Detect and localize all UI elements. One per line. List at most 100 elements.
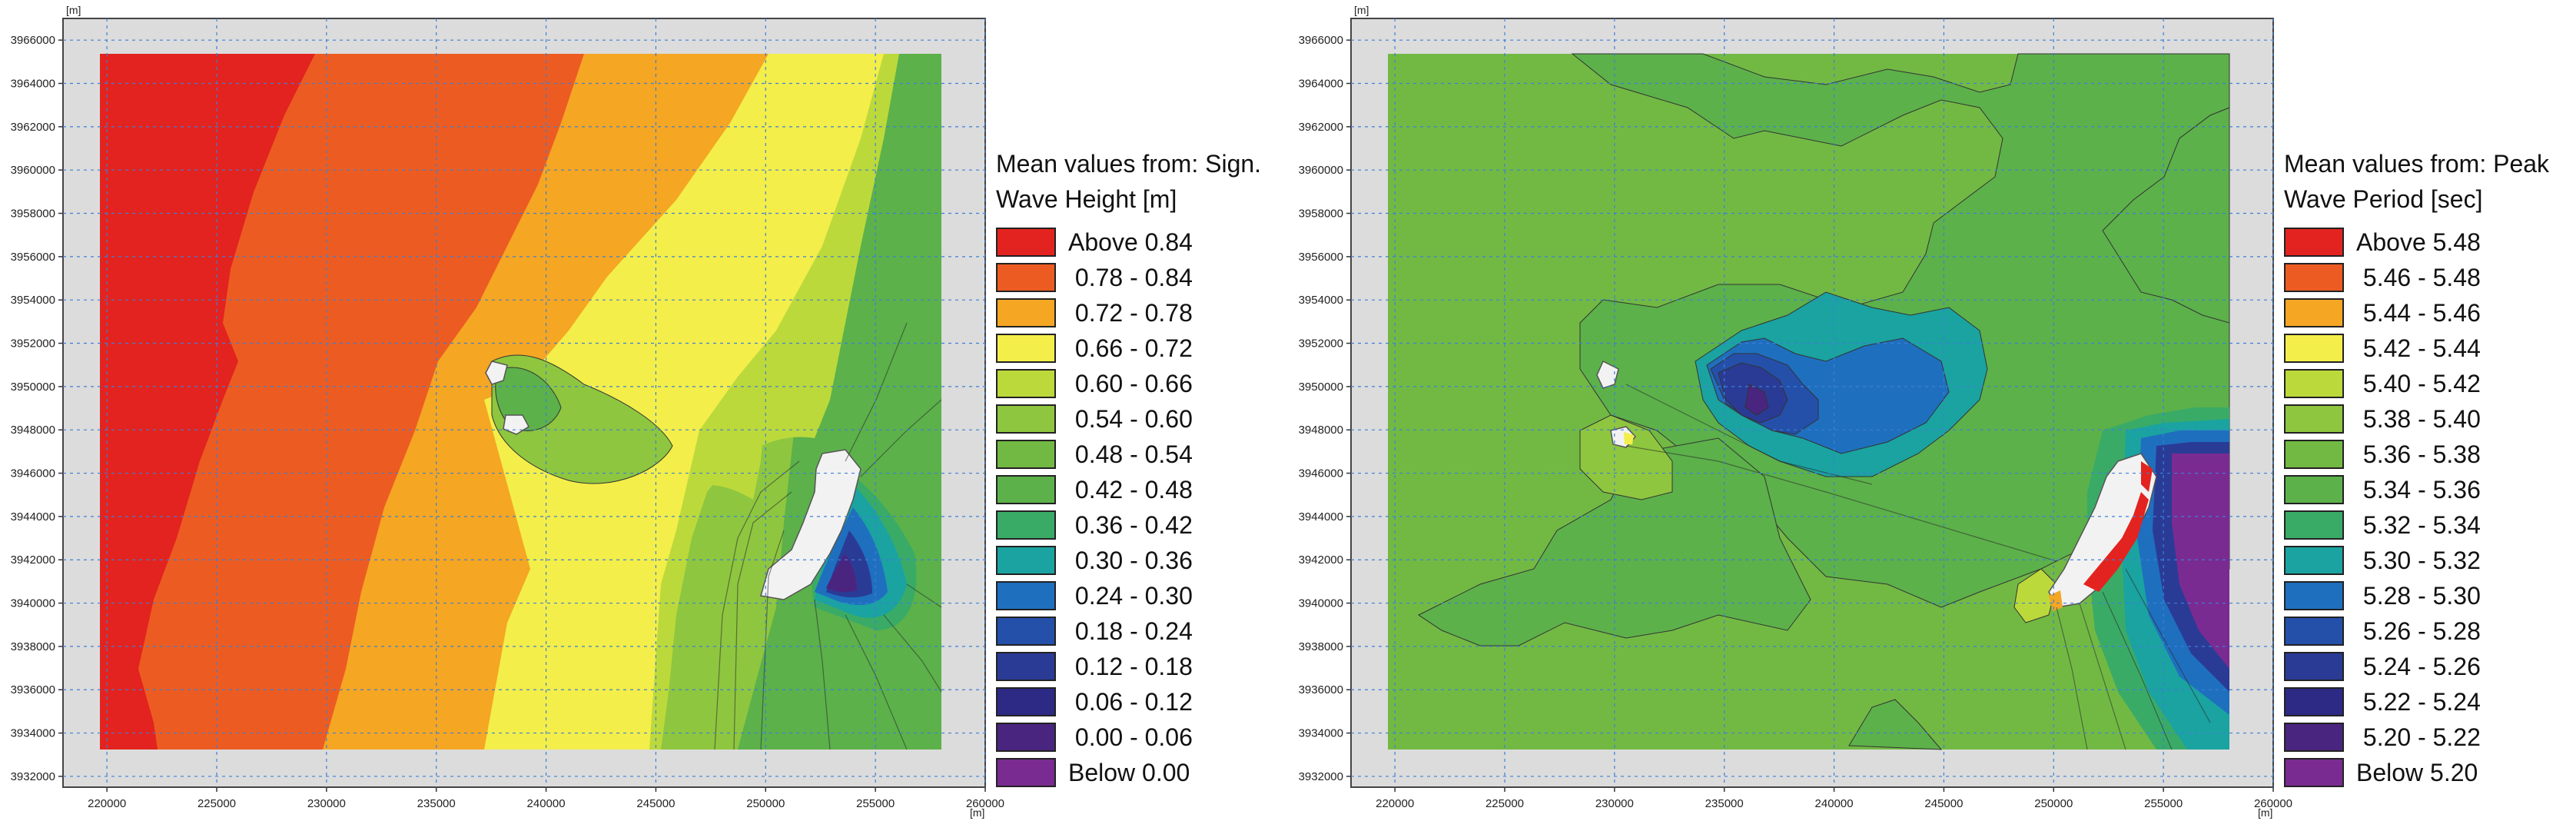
legend-swatch [996, 440, 1056, 469]
legend-item: 5.36 - 5.38 [2284, 437, 2576, 472]
wave-height-panel: 220000 225000 230000 235000 240000 245000 2500… [11, 4, 1261, 819]
legend-item: Below 5.20 [2284, 755, 2576, 790]
legend-item: 0.42 - 0.48 [996, 472, 1365, 507]
legend-label: 5.28 - 5.30 [2356, 581, 2481, 610]
y-tick-label: 3944000 [11, 510, 55, 524]
legend-swatch [996, 334, 1056, 363]
legend-item: 5.38 - 5.40 [2284, 401, 2576, 437]
y-tick-label: 3950000 [1299, 381, 1343, 394]
legend-swatch [996, 369, 1056, 398]
legend-label: 0.72 - 0.78 [1068, 298, 1193, 327]
legend-item: 5.22 - 5.24 [2284, 684, 2576, 720]
y-tick-label: 3960000 [1299, 164, 1343, 177]
legend-item: 5.20 - 5.22 [2284, 720, 2576, 755]
legend-swatch [2284, 546, 2344, 575]
legend-swatch [996, 652, 1056, 681]
y-tick-label: 3932000 [11, 770, 55, 783]
legend-title-line-1: Mean values from: Sign. [996, 150, 1262, 178]
legend: Mean values from: Peak Wave Period [sec]… [2284, 146, 2576, 790]
legend-item: 0.06 - 0.12 [996, 684, 1365, 720]
legend-item: 0.30 - 0.36 [996, 543, 1365, 578]
legend-label: 5.32 - 5.34 [2356, 510, 2481, 539]
y-tick-label: 3936000 [11, 683, 55, 696]
legend-title-line-2: Wave Period [sec] [2284, 185, 2483, 213]
y-tick-label: 3934000 [11, 727, 55, 740]
x-tick-label: 230000 [307, 797, 346, 810]
legend-label: 0.60 - 0.66 [1068, 369, 1193, 397]
legend-swatch [2284, 404, 2344, 434]
y-unit-label: [m] [1354, 4, 1369, 16]
axis-ticks: 220000 225000 230000 235000 240000 245000 2500… [1299, 34, 2292, 810]
legend-label: 0.12 - 0.18 [1068, 652, 1193, 680]
x-unit-label: [m] [970, 806, 984, 819]
y-tick-label: 3964000 [11, 78, 55, 91]
legend-swatch [996, 404, 1056, 434]
x-tick-label: 250000 [2034, 797, 2073, 810]
axis-ticks: 220000 225000 230000 235000 240000 245000 2500… [11, 34, 1004, 810]
legend-label: 0.54 - 0.60 [1068, 404, 1193, 433]
legend-label: 0.00 - 0.06 [1068, 723, 1193, 751]
legend-item: 0.24 - 0.30 [996, 578, 1365, 613]
contour-fill [1388, 53, 2230, 750]
x-tick-label: 245000 [636, 797, 675, 810]
legend-label: 0.78 - 0.84 [1068, 263, 1193, 291]
wave-height-map: 220000 225000 230000 235000 240000 245000 2500… [11, 4, 1004, 819]
legend-swatch [996, 546, 1056, 575]
legend-label: 0.24 - 0.30 [1068, 581, 1193, 610]
x-tick-label: 240000 [1815, 797, 1854, 810]
legend-label: 5.40 - 5.42 [2356, 369, 2481, 397]
legend-label: 5.34 - 5.36 [2356, 475, 2481, 504]
legend-swatch [2284, 263, 2344, 292]
grid-lines [63, 18, 986, 787]
y-tick-label: 3946000 [11, 467, 55, 480]
legend-item: 0.72 - 0.78 [996, 295, 1365, 331]
y-tick-label: 3946000 [1299, 467, 1343, 480]
legend-swatch [996, 581, 1056, 610]
legend-label: Above 0.84 [1068, 228, 1193, 256]
legend-label: 0.36 - 0.42 [1068, 510, 1193, 539]
legend-swatch [2284, 581, 2344, 610]
legend-label: 5.26 - 5.28 [2356, 617, 2481, 645]
legend-item: 5.30 - 5.32 [2284, 543, 2576, 578]
grid-lines [1351, 18, 2274, 787]
contour-fill [100, 54, 942, 750]
legend-item: 0.78 - 0.84 [996, 260, 1365, 295]
y-tick-label: 3962000 [11, 121, 55, 134]
legend-swatch [2284, 334, 2344, 363]
y-tick-label: 3964000 [1299, 78, 1343, 91]
y-tick-label: 3966000 [11, 34, 55, 47]
legend-swatch [996, 723, 1056, 752]
legend-item: 5.42 - 5.44 [2284, 331, 2576, 366]
y-tick-label: 3950000 [11, 381, 55, 394]
y-tick-label: 3952000 [1299, 337, 1343, 351]
x-unit-label: [m] [2258, 806, 2272, 819]
y-tick-label: 3948000 [1299, 424, 1343, 437]
legend-swatch [2284, 440, 2344, 469]
legend-item: 0.54 - 0.60 [996, 401, 1365, 437]
legend-swatch [996, 263, 1056, 292]
x-tick-label: 225000 [1486, 797, 1524, 810]
legend-label: 5.36 - 5.38 [2356, 440, 2481, 468]
legend-item: 5.34 - 5.36 [2284, 472, 2576, 507]
y-tick-label: 3940000 [11, 597, 55, 610]
legend-item: 0.18 - 0.24 [996, 613, 1365, 649]
y-tick-label: 3932000 [1299, 770, 1343, 783]
x-tick-label: 230000 [1595, 797, 1634, 810]
y-tick-label: 3958000 [1299, 208, 1343, 221]
y-tick-label: 3942000 [11, 553, 55, 567]
legend-item: 5.26 - 5.28 [2284, 613, 2576, 649]
legend-item: 5.44 - 5.46 [2284, 295, 2576, 331]
y-tick-label: 3956000 [1299, 251, 1343, 264]
legend-label: 0.06 - 0.12 [1068, 687, 1193, 716]
legend-swatch [2284, 758, 2344, 787]
x-tick-label: 225000 [198, 797, 236, 810]
y-tick-label: 3958000 [11, 208, 55, 221]
y-tick-label: 3938000 [11, 640, 55, 653]
legend-item: Below 0.00 [996, 755, 1365, 790]
legend-swatch [2284, 510, 2344, 540]
x-tick-label: 255000 [856, 797, 895, 810]
legend-label: Above 5.48 [2356, 228, 2481, 256]
peak-wave-period-panel: 220000 225000 230000 235000 240000 245000 2500… [1288, 0, 2576, 821]
legend-title-line-1: Mean values from: Peak [2284, 150, 2550, 178]
legend: Mean values from: Sign. Wave Height [m] … [996, 146, 1365, 790]
